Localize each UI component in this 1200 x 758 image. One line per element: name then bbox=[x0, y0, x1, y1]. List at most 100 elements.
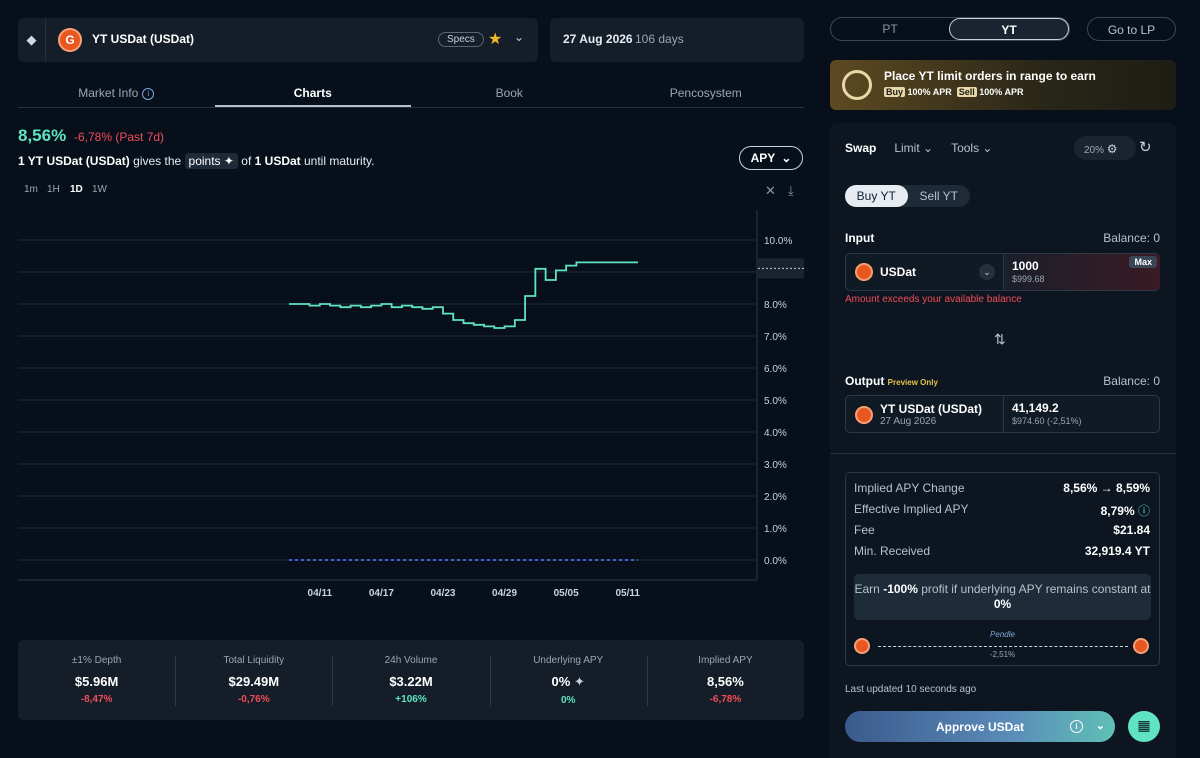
detail-label: Implied APY Change bbox=[854, 481, 965, 495]
tab-tools[interactable]: Tools ⌄ bbox=[951, 141, 993, 155]
output-balance: Balance: 0 bbox=[1103, 374, 1160, 388]
market-selector[interactable]: ◆ G YT USDat (USDat) Specs ★ ⌄ bbox=[18, 18, 538, 62]
tab-label: Tools bbox=[951, 141, 980, 155]
stat-label: Total Liquidity bbox=[223, 655, 285, 666]
input-label: Input bbox=[845, 231, 875, 245]
calculator-icon[interactable]: ▦ bbox=[1128, 711, 1160, 742]
toggle-pt[interactable]: PT bbox=[882, 22, 898, 36]
ethereum-icon: ◆ bbox=[18, 18, 46, 62]
detail-value: 8,56% → 8,59% bbox=[1063, 481, 1150, 495]
yt-token-icon bbox=[1133, 638, 1149, 654]
yt-name: 1 YT USDat (USDat) bbox=[18, 154, 130, 168]
refresh-icon[interactable]: ↻ bbox=[1139, 139, 1152, 156]
tab-label: Market Info bbox=[78, 86, 139, 100]
info-icon[interactable]: i bbox=[1070, 720, 1083, 733]
output-field: YT USDat (USDat) 27 Aug 2026 41,149.2 $9… bbox=[845, 395, 1160, 433]
buy-yt-button[interactable]: Buy YT bbox=[845, 185, 908, 207]
divider bbox=[1003, 396, 1004, 432]
tab-market-info[interactable]: Market Info i bbox=[18, 80, 215, 107]
swap-direction-icon[interactable]: ⇅ bbox=[994, 331, 1006, 347]
output-amount-value: 41,149.2 bbox=[1012, 401, 1059, 415]
gear-icon: ⚙ bbox=[1106, 142, 1118, 156]
route-impact: -2,51% bbox=[989, 650, 1016, 659]
timeframe-1d[interactable]: 1D bbox=[70, 184, 83, 195]
chevron-down-icon: ⌄ bbox=[781, 151, 792, 165]
stat-label: Implied APY bbox=[698, 655, 753, 666]
amount-value: 1000 bbox=[1012, 259, 1039, 273]
tools-icon[interactable]: ✕ bbox=[765, 183, 776, 198]
tab-pencosystem[interactable]: Pencosystem bbox=[608, 80, 805, 107]
promo-buy-tag: Buy bbox=[884, 87, 906, 97]
usdat-token-icon bbox=[855, 263, 873, 281]
tab-swap[interactable]: Swap bbox=[845, 141, 877, 155]
go-to-lp-button[interactable]: Go to LP bbox=[1087, 17, 1176, 41]
y-tick-label: 5.0% bbox=[764, 396, 787, 407]
detail-label: Effective Implied APY bbox=[854, 502, 969, 516]
earn-percent: -100% bbox=[883, 582, 918, 596]
buy-sell-toggle: Buy YT Sell YT bbox=[845, 185, 970, 207]
earn-text: Earn bbox=[854, 582, 880, 596]
detail-row: Min. Received 32,919.4 YT bbox=[854, 544, 1150, 558]
stat-item: Total Liquidity $29.49M -0,76% bbox=[175, 640, 332, 720]
timeframe-1w[interactable]: 1W bbox=[92, 184, 107, 195]
output-label-text: Output bbox=[845, 374, 885, 388]
timeframe-1m[interactable]: 1m bbox=[24, 184, 38, 195]
specs-button[interactable]: Specs bbox=[438, 32, 484, 47]
stat-label: 24h Volume bbox=[384, 655, 438, 666]
swap-panel: Swap Limit ⌄ Tools ⌄ 20% ⚙ ↻ Buy YT Sell… bbox=[830, 123, 1176, 758]
info-icon[interactable]: ⓘ bbox=[1137, 504, 1150, 518]
promo-sell-tag: Sell bbox=[956, 87, 977, 97]
divider bbox=[830, 453, 1176, 454]
metric-select[interactable]: APY ⌄ bbox=[739, 146, 803, 170]
info-icon[interactable]: i bbox=[142, 87, 155, 100]
download-icon[interactable]: ⤓ bbox=[788, 183, 794, 198]
slippage-value: 20% bbox=[1084, 145, 1105, 156]
y-tick-label: 8.0% bbox=[764, 300, 787, 311]
stat-value-text: $3.22M bbox=[389, 674, 433, 689]
slippage-settings[interactable]: 20% ⚙ bbox=[1074, 136, 1136, 160]
tab-limit[interactable]: Limit ⌄ bbox=[894, 141, 934, 155]
approve-button[interactable]: Approve USDat i ⌄ bbox=[845, 711, 1115, 742]
divider bbox=[1003, 254, 1004, 290]
toggle-yt[interactable]: YT bbox=[949, 18, 1069, 40]
usdat-token-icon bbox=[854, 638, 870, 654]
balance-error: Amount exceeds your available balance bbox=[845, 294, 1022, 305]
tab-label: Limit bbox=[894, 141, 920, 155]
favorite-star-icon[interactable]: ★ bbox=[488, 31, 503, 48]
maturity-date: 27 Aug 2026 bbox=[563, 32, 633, 46]
sell-yt-button[interactable]: Sell YT bbox=[919, 189, 958, 203]
timeframe-1h[interactable]: 1H bbox=[47, 184, 60, 195]
yt-token-icon bbox=[855, 406, 873, 424]
promo-banner[interactable]: Place YT limit orders in range to earn B… bbox=[830, 60, 1176, 110]
stat-change: -8,47% bbox=[80, 694, 113, 705]
stat-value: $29.49M bbox=[175, 674, 332, 689]
points-badge[interactable]: points ✦ bbox=[184, 153, 238, 169]
y-tick-label: 4.0% bbox=[764, 428, 787, 439]
y-tick-label: 1.0% bbox=[764, 524, 787, 535]
tab-book[interactable]: Book bbox=[411, 80, 608, 107]
input-token-name: USDat bbox=[880, 265, 917, 279]
stat-change: -6,78% bbox=[709, 694, 742, 705]
token-select-chevron-icon[interactable]: ⌄ bbox=[979, 264, 995, 280]
market-name: YT USDat (USDat) bbox=[92, 32, 195, 46]
tab-charts[interactable]: Charts bbox=[214, 80, 411, 107]
market-stats: ±1% Depth $5.96M -8,47% Total Liquidity $… bbox=[18, 640, 804, 720]
apy-change: -6,78% (Past 7d) bbox=[74, 130, 165, 144]
chevron-down-icon[interactable]: ⌄ bbox=[514, 30, 525, 44]
y-tick-label: 10.0% bbox=[764, 236, 792, 247]
pt-yt-toggle: PT YT bbox=[830, 17, 1070, 41]
amount-input[interactable]: 1000 $999.68 Max bbox=[1004, 254, 1160, 290]
chevron-down-icon[interactable]: ⌄ bbox=[1095, 720, 1105, 732]
stat-item: 24h Volume $3.22M +106% bbox=[332, 640, 489, 720]
approve-label: Approve USDat bbox=[935, 720, 1024, 734]
detail-value: 8,79% ⓘ bbox=[1101, 502, 1150, 519]
stat-value: $3.22M bbox=[332, 674, 489, 689]
input-balance: Balance: 0 bbox=[1103, 231, 1160, 245]
swap-tabs: Swap Limit ⌄ Tools ⌄ bbox=[845, 141, 992, 155]
max-button[interactable]: Max bbox=[1129, 256, 1157, 268]
output-token-name: YT USDat (USDat) bbox=[880, 402, 983, 416]
promo-title: Place YT limit orders in range to earn bbox=[884, 69, 1096, 83]
y-tick-label: 0.0% bbox=[764, 556, 787, 567]
sparkle-icon: ✦ bbox=[573, 674, 585, 689]
trade-route: Pendle -2,51% bbox=[854, 630, 1151, 659]
